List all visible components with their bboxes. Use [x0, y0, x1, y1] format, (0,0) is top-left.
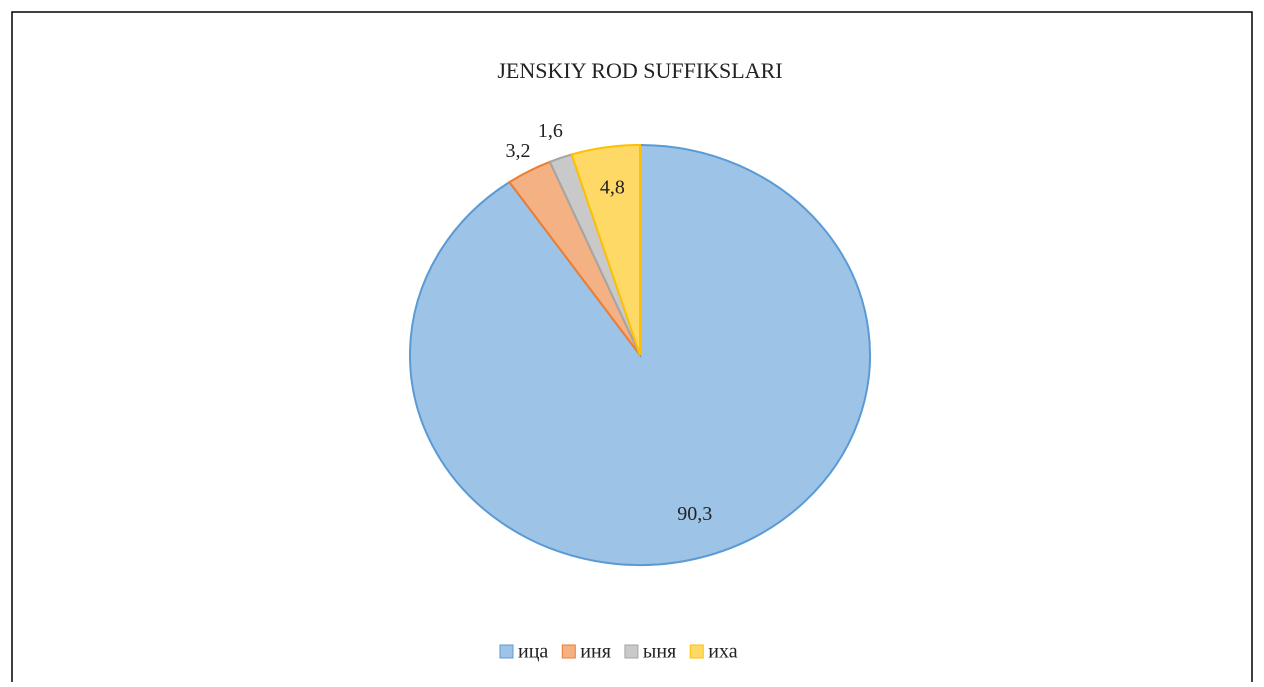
legend-swatch — [624, 644, 639, 659]
data-label: 3,2 — [506, 140, 531, 162]
legend-label: ыня — [643, 641, 676, 663]
legend-label: ица — [518, 641, 548, 663]
legend-swatch — [499, 644, 514, 659]
legend-label: иха — [708, 641, 737, 663]
chart-title: JENSKIY ROD SUFFIKSLARI — [497, 58, 782, 83]
legend-swatch — [689, 644, 704, 659]
legend-swatch — [561, 644, 576, 659]
data-label: 1,6 — [538, 120, 563, 142]
pie-slice — [570, 143, 641, 356]
data-label: 4,8 — [600, 177, 625, 199]
chart-frame — [11, 11, 1253, 687]
data-label: 90,3 — [677, 503, 712, 525]
legend-label: иня — [580, 641, 611, 663]
